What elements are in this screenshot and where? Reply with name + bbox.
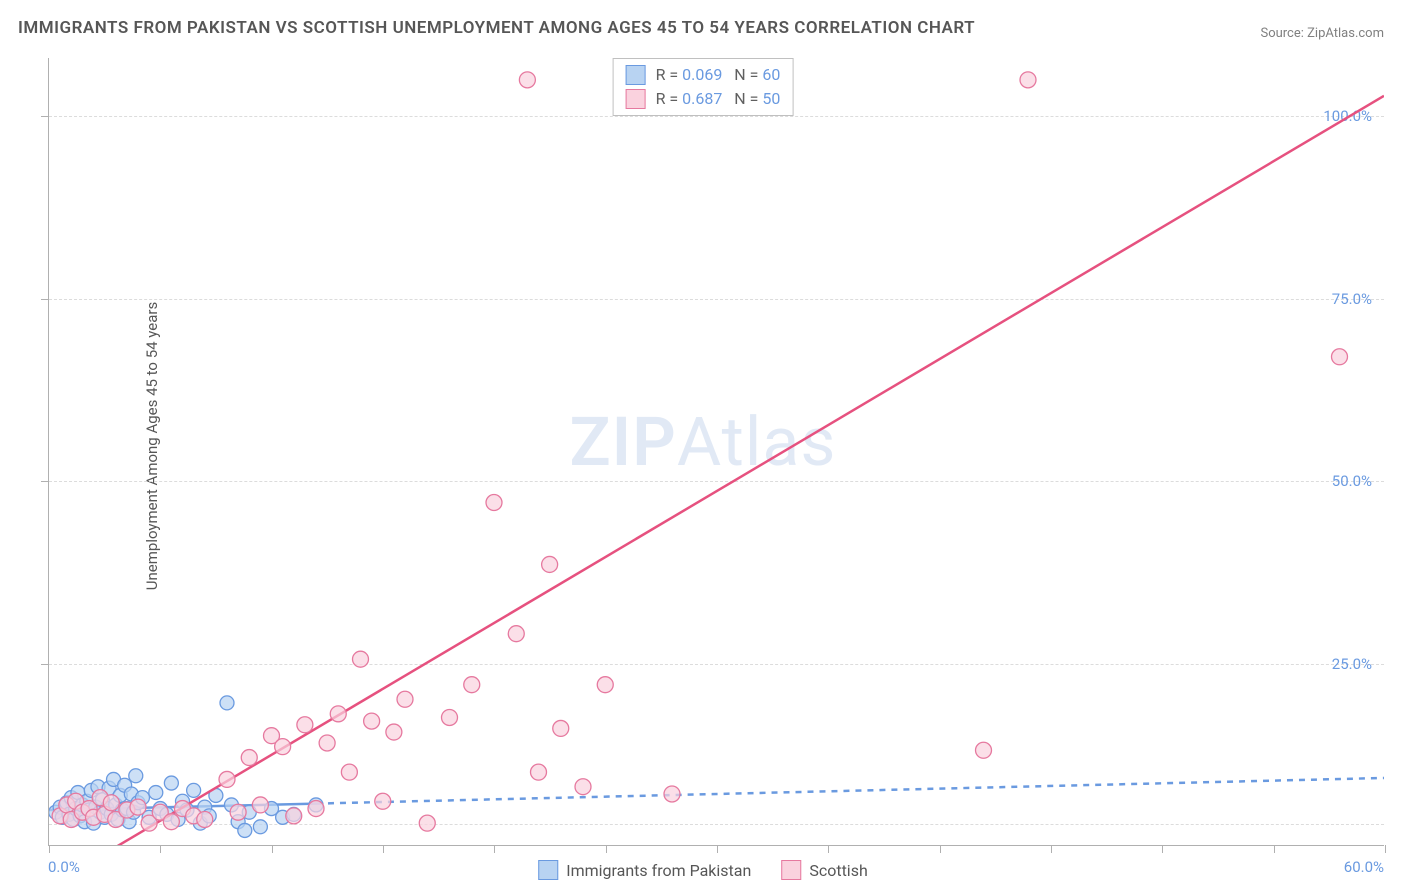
- x-tick-label-min: 0.0%: [48, 858, 80, 876]
- legend-swatch: [626, 65, 646, 85]
- y-tick: [41, 664, 49, 665]
- x-tick: [606, 845, 607, 853]
- x-tick: [1051, 845, 1052, 853]
- y-tick: [41, 299, 49, 300]
- chart-title: IMMIGRANTS FROM PAKISTAN VS SCOTTISH UNE…: [18, 18, 975, 38]
- x-tick: [494, 845, 495, 853]
- legend-label: Scottish: [809, 861, 867, 880]
- x-tick: [828, 845, 829, 853]
- x-tick: [1274, 845, 1275, 853]
- legend-label: Immigrants from Pakistan: [566, 861, 751, 880]
- x-tick: [717, 845, 718, 853]
- plot-area: 25.0%50.0%75.0%100.0%: [48, 58, 1384, 846]
- x-tick: [49, 845, 50, 853]
- legend-swatch: [626, 89, 646, 109]
- legend-series-item: Scottish: [781, 860, 867, 880]
- x-tick: [383, 845, 384, 853]
- legend-swatch: [781, 860, 801, 880]
- legend-correlation: R = 0.069 N = 60R = 0.687 N = 50: [613, 58, 794, 116]
- y-tick: [41, 116, 49, 117]
- x-tick: [1162, 845, 1163, 853]
- legend-swatch: [538, 860, 558, 880]
- legend-series: Immigrants from Pakistan Scottish: [538, 860, 868, 880]
- chart-svg: [49, 58, 1384, 845]
- x-tick: [160, 845, 161, 853]
- x-tick: [272, 845, 273, 853]
- x-tick: [940, 845, 941, 853]
- x-tick: [1385, 845, 1386, 853]
- legend-series-item: Immigrants from Pakistan: [538, 860, 751, 880]
- source-label: Source: ZipAtlas.com: [1260, 26, 1384, 41]
- y-tick: [41, 481, 49, 482]
- legend-corr-row: R = 0.687 N = 50: [626, 87, 781, 111]
- x-tick-label-max: 60.0%: [1344, 858, 1384, 876]
- legend-corr-row: R = 0.069 N = 60: [626, 63, 781, 87]
